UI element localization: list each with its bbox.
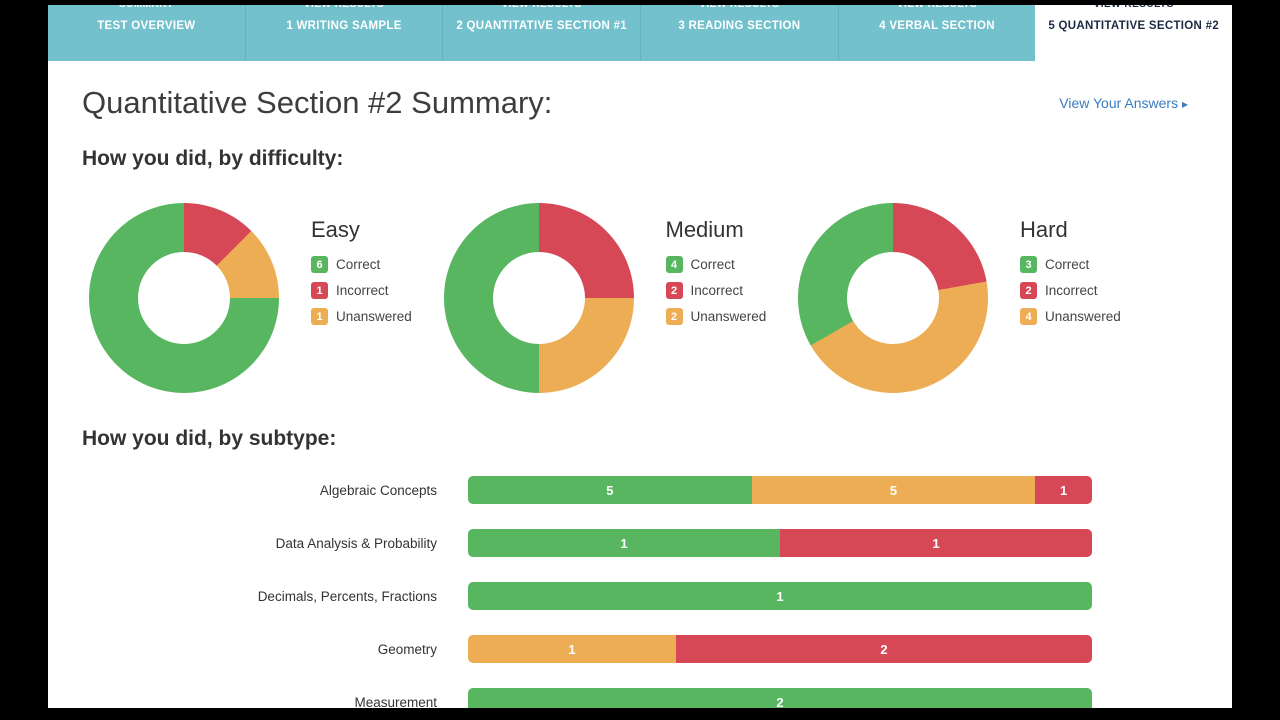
bar-segment-correct: 1 [468, 529, 780, 557]
legend-label: Unanswered [336, 309, 412, 324]
legend-label: Incorrect [336, 283, 389, 298]
app-window: SUMMARY TEST OVERVIEW VIEW RESULTS 1 WRI… [48, 5, 1232, 708]
bar-label: Decimals, Percents, Fractions [257, 588, 437, 604]
main-content: Quantitative Section #2 Summary: View Yo… [48, 85, 1232, 708]
bar-segment-incorrect: 1 [780, 529, 1092, 557]
legend-row-correct: 3 Correct [1020, 256, 1138, 273]
legend-row-incorrect: 2 Incorrect [665, 282, 784, 299]
legend-label: Incorrect [690, 283, 744, 298]
tab-top-label: VIEW RESULTS [304, 5, 384, 11]
bar-segment-incorrect: 2 [676, 635, 1092, 663]
tab-label: 3 READING SECTION [678, 20, 801, 32]
tab-top-label: VIEW RESULTS [897, 5, 977, 11]
view-your-answers-label: View Your Answers [1059, 95, 1179, 111]
bar-row-decimals-percents-fractions: Decimals, Percents, Fractions 1 [82, 582, 1188, 610]
difficulty-chart-hard: Hard 3 Correct 2 Incorrect 4 Unanswered [798, 203, 1138, 393]
legend-medium: Medium 4 Correct 2 Incorrect 2 Unanswere… [665, 203, 784, 393]
legend-row-incorrect: 2 Incorrect [1020, 282, 1138, 299]
legend-hard: Hard 3 Correct 2 Incorrect 4 Unanswered [1020, 203, 1138, 393]
correct-count-badge: 3 [1020, 256, 1037, 273]
bar-segment-unanswered: 1 [468, 635, 676, 663]
legend-label: Unanswered [690, 309, 767, 324]
correct-count-badge: 6 [311, 256, 328, 273]
unanswered-count-badge: 4 [1020, 308, 1037, 325]
tab-test-overview[interactable]: SUMMARY TEST OVERVIEW [48, 5, 245, 61]
incorrect-count-badge: 1 [311, 282, 328, 299]
tab-quantitative-section-2[interactable]: VIEW RESULTS 5 QUANTITATIVE SECTION #2 [1035, 5, 1232, 61]
incorrect-count-badge: 2 [1020, 282, 1037, 299]
bar-segment-incorrect: 1 [1035, 476, 1092, 504]
stacked-bar: 2 [468, 688, 1092, 708]
stacked-bar: 1 [468, 582, 1092, 610]
donut-hole [138, 252, 230, 344]
section-tab-bar: SUMMARY TEST OVERVIEW VIEW RESULTS 1 WRI… [48, 5, 1232, 61]
bar-label: Algebraic Concepts [319, 482, 437, 498]
unanswered-count-badge: 1 [311, 308, 328, 325]
legend-label: Correct [1045, 257, 1090, 272]
bar-label: Data Analysis & Probability [275, 535, 437, 551]
tab-label: TEST OVERVIEW [97, 20, 196, 32]
tab-label: 5 QUANTITATIVE SECTION #2 [1048, 20, 1220, 32]
bar-row-measurement: Measurement 2 [82, 688, 1188, 708]
legend-row-correct: 4 Correct [665, 256, 784, 273]
legend-label: Correct [336, 257, 381, 272]
legend-label: Incorrect [1045, 283, 1098, 298]
donut-chart-hard [798, 203, 988, 393]
bar-label: Geometry [377, 641, 437, 657]
difficulty-chart-easy: Easy 6 Correct 1 Incorrect 1 Unanswered [89, 203, 429, 393]
tab-top-label: SUMMARY [119, 5, 174, 11]
header-row: Quantitative Section #2 Summary: View Yo… [82, 85, 1188, 121]
tab-verbal-section[interactable]: VIEW RESULTS 4 VERBAL SECTION [837, 5, 1036, 61]
donut-chart-medium [443, 203, 634, 393]
bar-segment-correct: 2 [468, 688, 1092, 708]
legend-label: Unanswered [1045, 309, 1121, 324]
tab-reading-section[interactable]: VIEW RESULTS 3 READING SECTION [640, 5, 838, 61]
donut-hole [492, 252, 585, 344]
incorrect-count-badge: 2 [665, 282, 683, 299]
tab-quantitative-section-1[interactable]: VIEW RESULTS 2 QUANTITATIVE SECTION #1 [442, 5, 641, 61]
legend-easy: Easy 6 Correct 1 Incorrect 1 Unanswered [311, 203, 429, 393]
chevron-right-icon: ▸ [1181, 97, 1188, 111]
difficulty-section-heading: How you did, by difficulty: [82, 147, 344, 170]
bar-segment-unanswered: 5 [751, 476, 1036, 504]
tab-label: 2 QUANTITATIVE SECTION #1 [456, 20, 627, 32]
legend-row-unanswered: 2 Unanswered [665, 308, 784, 325]
tab-writing-sample[interactable]: VIEW RESULTS 1 WRITING SAMPLE [244, 5, 443, 61]
tab-top-label: VIEW RESULTS [1094, 5, 1174, 11]
tab-label: 4 VERBAL SECTION [879, 20, 995, 32]
correct-count-badge: 4 [665, 256, 683, 273]
legend-row-unanswered: 1 Unanswered [311, 308, 429, 325]
tab-top-label: VIEW RESULTS [699, 5, 779, 11]
bar-segment-correct: 5 [468, 476, 752, 504]
page-title: Quantitative Section #2 Summary: [82, 85, 553, 120]
legend-label: Correct [690, 257, 735, 272]
legend-title: Easy [311, 217, 360, 242]
legend-title: Medium [665, 217, 744, 242]
donut-hole [847, 252, 939, 344]
donut-chart-easy [89, 203, 279, 393]
difficulty-chart-medium: Medium 4 Correct 2 Incorrect 2 Unanswere… [443, 203, 784, 393]
subtype-section-heading: How you did, by subtype: [82, 427, 337, 450]
legend-row-incorrect: 1 Incorrect [311, 282, 429, 299]
legend-row-unanswered: 4 Unanswered [1020, 308, 1138, 325]
bar-label: Measurement [354, 694, 437, 709]
legend-title: Hard [1020, 217, 1068, 242]
tab-top-label: VIEW RESULTS [502, 5, 582, 11]
difficulty-charts-row: Easy 6 Correct 1 Incorrect 1 Unanswered [82, 203, 1188, 393]
tab-label: 1 WRITING SAMPLE [286, 20, 402, 32]
unanswered-count-badge: 2 [665, 308, 683, 325]
bar-segment-correct: 1 [468, 582, 1092, 610]
legend-row-correct: 6 Correct [311, 256, 429, 273]
view-your-answers-link[interactable]: View Your Answers ▸ [1059, 95, 1188, 111]
